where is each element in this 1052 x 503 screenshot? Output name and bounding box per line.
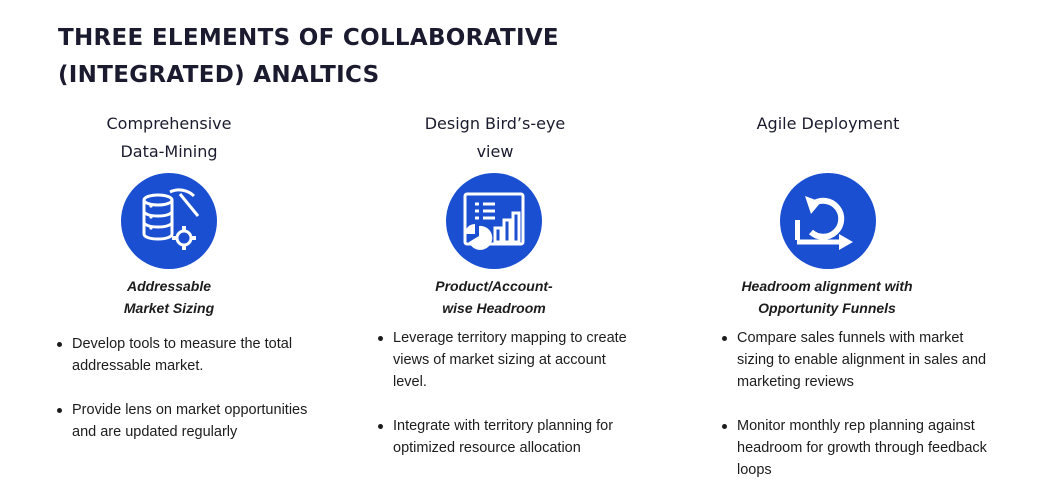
bullet-list: Compare sales funnels with market sizing…: [722, 327, 992, 503]
list-item: Compare sales funnels with market sizing…: [722, 327, 992, 393]
heading-line-1: Design Bird’s-eye: [424, 114, 566, 133]
column-subtitle: Headroom alignment with Opportunity Funn…: [697, 275, 957, 319]
bullet-text: Leverage territory mapping to create vie…: [393, 330, 627, 390]
column-heading: Comprehensive Data-Mining: [49, 110, 289, 166]
bullet-text: Compare sales funnels with market sizing…: [737, 330, 987, 390]
bullet-dot-icon: [57, 342, 62, 347]
database-pickaxe-gear-icon: [121, 173, 217, 269]
bullet-list: Leverage territory mapping to create vie…: [378, 327, 638, 481]
title-line-1: THREE ELEMENTS OF COLLABORATIVE: [58, 25, 559, 51]
bullet-text: Integrate with territory planning for op…: [393, 418, 614, 456]
subtitle-line-1: Product/Account-: [435, 278, 553, 294]
list-item: Provide lens on market opportunities and…: [57, 399, 327, 443]
bullet-text: Monitor monthly rep planning against hea…: [737, 418, 987, 478]
list-item: Leverage territory mapping to create vie…: [378, 327, 638, 393]
page-title: THREE ELEMENTS OF COLLABORATIVE (INTEGRA…: [58, 20, 559, 94]
bullet-dot-icon: [722, 336, 727, 341]
subtitle-line-2: Opportunity Funnels: [758, 300, 896, 316]
column-subtitle: Product/Account- wise Headroom: [364, 275, 624, 319]
bullet-dot-icon: [722, 424, 727, 429]
heading-line-2: Data-Mining: [120, 142, 218, 161]
column-subtitle: Addressable Market Sizing: [39, 275, 299, 319]
column-heading: Design Bird’s-eye view: [375, 110, 615, 166]
list-item: Develop tools to measure the total addre…: [57, 333, 327, 377]
bullet-text: Provide lens on market opportunities and…: [72, 402, 308, 440]
title-line-2: (INTEGRATED) ANALTICS: [58, 62, 380, 88]
bullet-dot-icon: [378, 336, 383, 341]
subtitle-line-1: Addressable: [126, 278, 212, 294]
bullet-list: Develop tools to measure the total addre…: [57, 333, 327, 465]
heading-line-1: Agile Deployment: [756, 114, 900, 133]
agile-cycle-icon: [780, 173, 876, 269]
column-heading: Agile Deployment: [708, 110, 948, 138]
dashboard-report-icon: [446, 173, 542, 269]
subtitle-line-2: Market Sizing: [123, 300, 215, 316]
bullet-dot-icon: [378, 424, 383, 429]
bullet-dot-icon: [57, 408, 62, 413]
heading-line-2: view: [476, 142, 514, 161]
heading-line-1: Comprehensive: [106, 114, 232, 133]
list-item: Integrate with territory planning for op…: [378, 415, 638, 459]
subtitle-line-2: wise Headroom: [442, 300, 546, 316]
subtitle-line-1: Headroom alignment with: [741, 278, 913, 294]
list-item: Monitor monthly rep planning against hea…: [722, 415, 992, 481]
bullet-text: Develop tools to measure the total addre…: [72, 336, 293, 374]
